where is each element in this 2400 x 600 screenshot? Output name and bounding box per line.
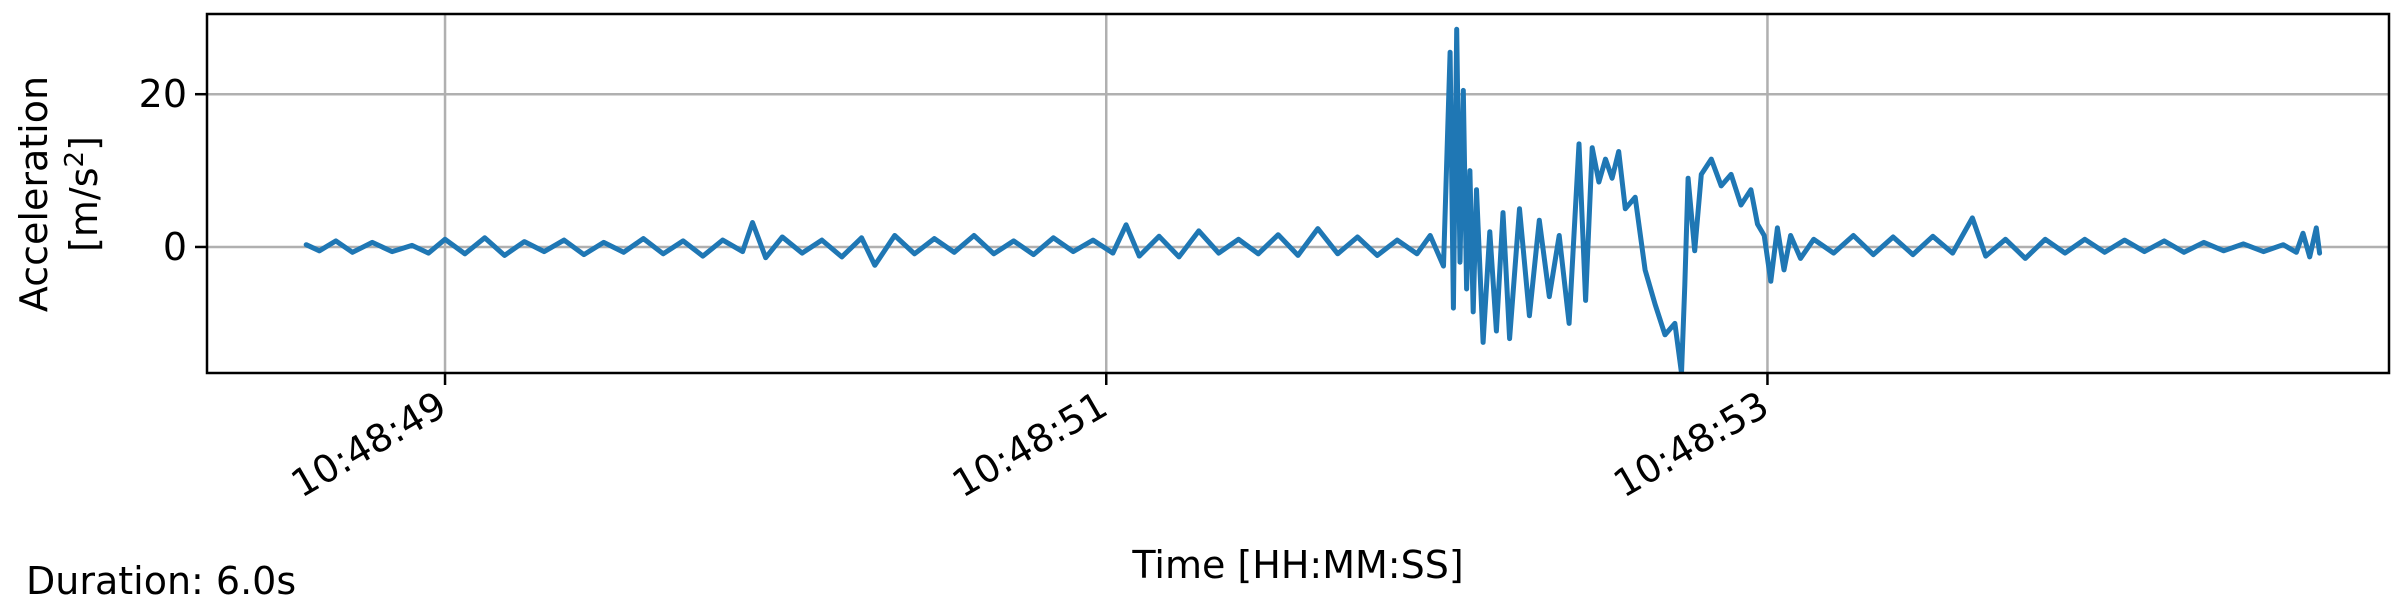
x-tick-label: 10:48:53 [1606,383,1776,506]
x-tick-label: 10:48:49 [284,383,454,506]
y-axis-label-unit: [m/s [62,167,106,251]
x-axis-ticks: 10:48:49 10:48:51 10:48:53 [284,373,1776,506]
y-axis-label-exponent: 2 [60,151,90,168]
acceleration-series-line [303,26,2323,373]
y-axis-ticks: 0 20 [139,72,207,269]
duration-label: Duration: 6.0s [26,559,296,600]
grid-lines [207,14,2389,373]
y-axis-label-line2: [m/s2] [60,136,106,252]
y-axis-label-close: ] [62,136,106,151]
plot-frame [205,12,2391,375]
x-axis-label: Time [HH:MM:SS] [1131,543,1463,587]
y-tick-label: 20 [139,72,187,116]
x-tick-label: 10:48:51 [945,383,1115,506]
y-axis-label-line1: Acceleration [12,76,56,312]
y-tick-label: 0 [163,225,187,269]
